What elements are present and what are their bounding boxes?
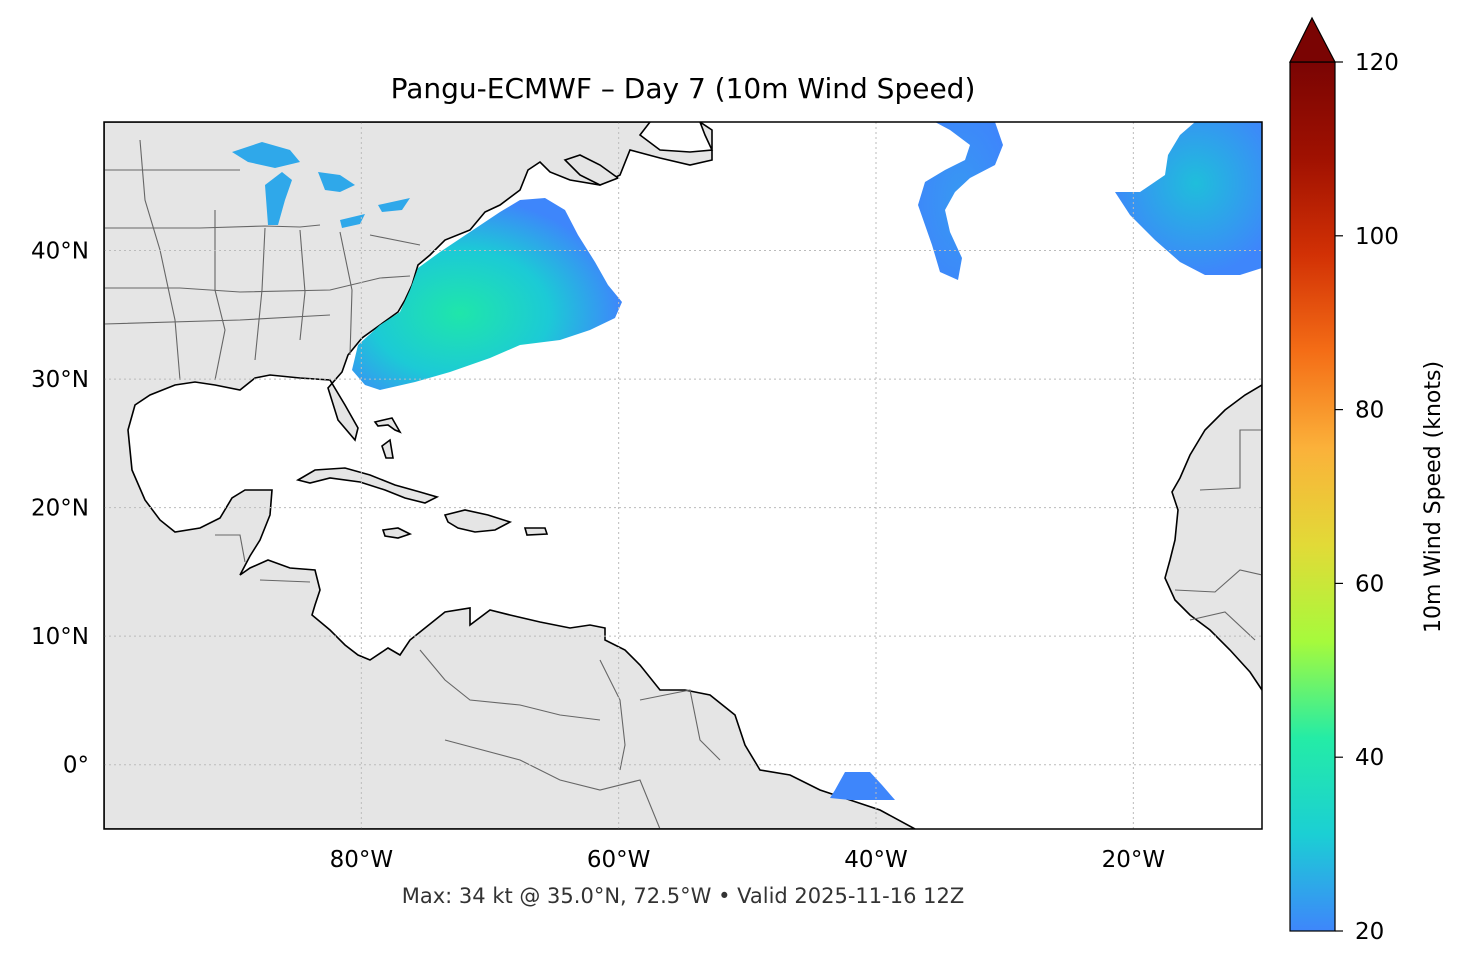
wind-field-equatorial <box>830 772 895 800</box>
lat-tick-label: 30°N <box>31 367 89 393</box>
lat-tick-label: 40°N <box>31 239 89 265</box>
colorbar-tick-label: 80 <box>1355 398 1384 424</box>
colorbar-tick-label: 40 <box>1355 745 1384 771</box>
latitude-axis: 40°N 30°N 20°N 10°N 0° <box>31 239 89 779</box>
land-jamaica <box>381 527 413 539</box>
longitude-axis: 80°W 60°W 40°W 20°W <box>330 847 1166 873</box>
colorbar-tick-label: 100 <box>1355 224 1399 250</box>
colorbar-label: 10m Wind Speed (knots) <box>1421 361 1446 633</box>
land-cuba <box>295 467 440 504</box>
colorbar-ticks: 20 40 60 80 100 120 <box>1335 50 1399 945</box>
wind-field-mid-atlantic <box>918 122 1003 280</box>
land-north-america <box>104 122 916 829</box>
political-borders <box>104 139 1262 829</box>
colorbar-tick-label: 60 <box>1355 571 1384 597</box>
lon-tick-label: 60°W <box>587 847 651 873</box>
lon-tick-label: 40°W <box>844 847 908 873</box>
wind-field-northeast-atlantic <box>1115 122 1262 275</box>
map-frame <box>103 121 1263 830</box>
map-gridlines <box>104 122 1262 829</box>
lat-tick-label: 20°N <box>31 496 89 522</box>
colorbar-tick-label: 120 <box>1355 50 1399 76</box>
wind-field-great-lakes <box>232 142 410 228</box>
map-footer: Max: 34 kt @ 35.0°N, 72.5°W • Valid 2025… <box>401 884 965 908</box>
colorbar: 20 40 60 80 100 120 10m Wind Speed (knots) <box>1289 16 1446 945</box>
land-newfoundland <box>563 154 620 186</box>
colorbar-tick-label: 20 <box>1355 919 1384 945</box>
lat-tick-label: 10°N <box>31 624 89 650</box>
lon-tick-label: 20°W <box>1102 847 1166 873</box>
land-hispaniola <box>443 509 513 533</box>
wind-field-us-east-coast <box>352 198 622 390</box>
land-africa <box>1164 384 1262 692</box>
colorbar-gradient <box>1289 61 1336 932</box>
lon-tick-label: 80°W <box>330 847 394 873</box>
colorbar-extend-arrow <box>1289 16 1336 63</box>
lat-tick-label: 0° <box>63 753 89 779</box>
land-puerto-rico <box>523 527 549 536</box>
map-title: Pangu-ECMWF – Day 7 (10m Wind Speed) <box>390 72 976 105</box>
land-bahamas <box>373 417 402 459</box>
